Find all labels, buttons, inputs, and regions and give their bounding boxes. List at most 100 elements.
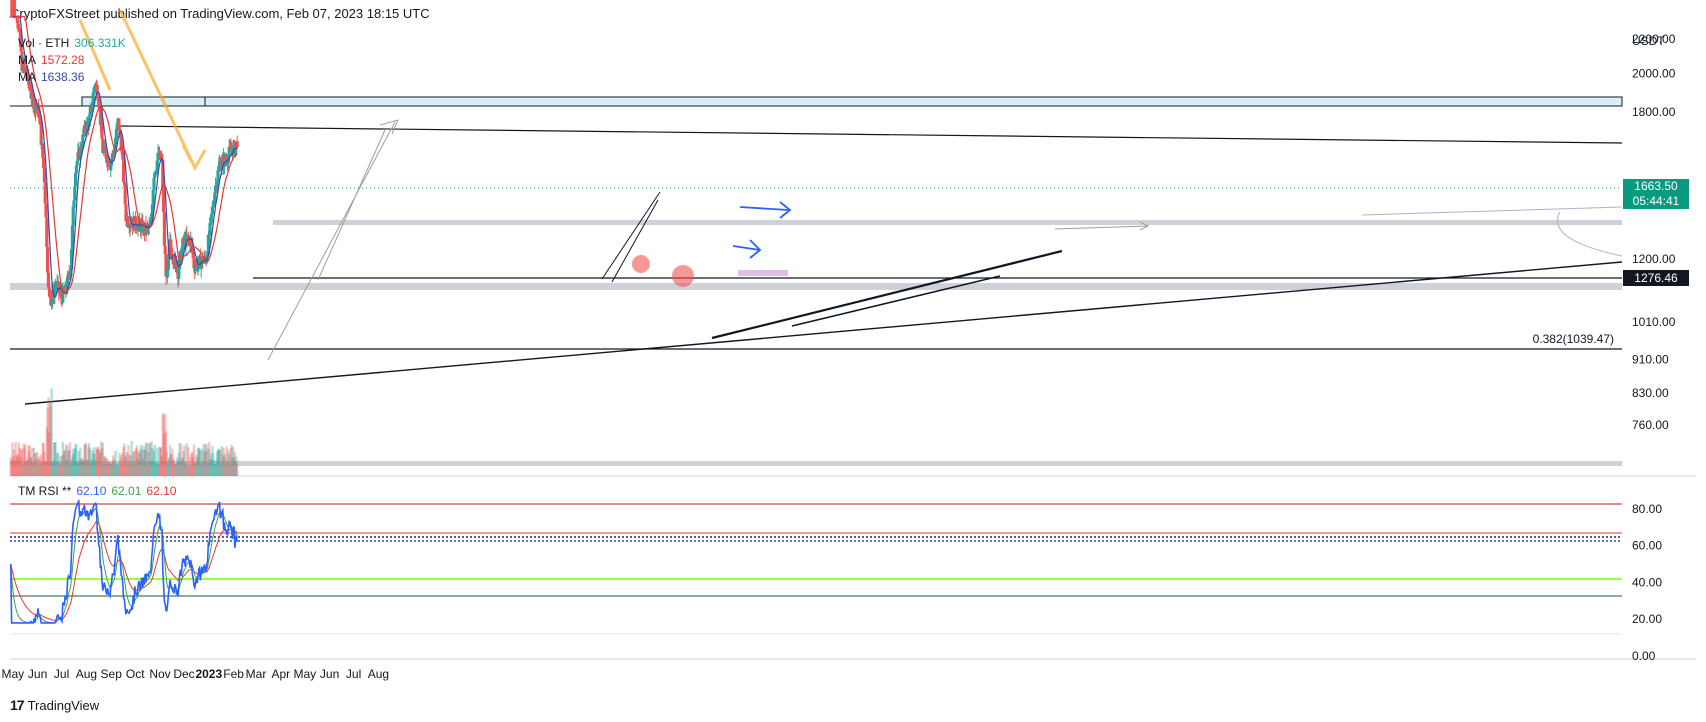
candle-body — [45, 217, 49, 248]
volume-bar — [120, 465, 124, 476]
red-marker-2 — [672, 265, 694, 287]
volume-bar — [134, 447, 137, 476]
candle-body — [212, 202, 216, 206]
candle-body — [71, 206, 75, 226]
time-tick-label: Oct — [126, 667, 145, 681]
volume-bar — [89, 462, 92, 476]
candle-body — [74, 173, 78, 187]
volume-bar — [205, 444, 208, 476]
support-zone-1500[interactable] — [273, 220, 1622, 225]
grey-curve — [1361, 206, 1623, 257]
volume-bar — [229, 448, 232, 476]
volume-bar — [121, 452, 124, 476]
footer[interactable]: 17 TradingView — [10, 697, 99, 713]
candle-body — [191, 253, 195, 259]
ma-slow-line — [14, 15, 238, 294]
time-tick-label: May — [293, 667, 316, 681]
volume-bar — [9, 457, 12, 476]
volume-bar — [132, 451, 136, 476]
ascending-trendline-micro[interactable] — [791, 275, 1001, 327]
volume-bar — [164, 414, 167, 476]
candle-body — [201, 256, 205, 264]
support-zone-1250[interactable] — [10, 283, 1622, 290]
ascending-trendline-long[interactable] — [24, 261, 1623, 405]
candle-body — [53, 289, 57, 299]
volume-bar — [159, 447, 162, 476]
volume-bar — [14, 441, 17, 476]
ascending-trendline-short[interactable] — [711, 249, 1063, 340]
volume-bar — [138, 453, 141, 476]
volume-bar — [211, 446, 214, 476]
candlesticks[interactable] — [9, 0, 239, 310]
volume-bar — [215, 460, 218, 476]
rsi-axis[interactable]: 80.00 60.00 40.00 20.00 0.00 — [1632, 502, 1662, 663]
volume-bar — [76, 463, 80, 476]
volume-bar — [41, 442, 44, 476]
candle-body — [41, 143, 45, 159]
volume-bar — [28, 445, 32, 476]
candle-body — [151, 189, 155, 205]
volume-bar — [46, 407, 49, 476]
volume-bar — [206, 463, 209, 476]
volume-bar — [176, 457, 179, 476]
rsi-legend-v2: 62.01 — [111, 484, 142, 498]
volume-bar — [37, 456, 40, 476]
candle-body — [112, 153, 116, 155]
volume-bar — [182, 451, 185, 476]
volume-bar — [108, 463, 112, 476]
candle-body — [124, 204, 128, 222]
volume-bar — [185, 443, 188, 476]
volume-bar — [75, 445, 78, 476]
time-tick-label: May — [1, 667, 24, 681]
candle-body — [46, 272, 50, 288]
candle-body — [90, 102, 94, 110]
volume-bar — [184, 462, 187, 476]
descending-trendline[interactable] — [119, 125, 1623, 144]
candle-body — [88, 112, 92, 117]
candle-body — [199, 261, 203, 270]
candle-body — [15, 16, 19, 21]
candle-body — [102, 149, 106, 153]
candle-body — [26, 68, 30, 78]
candle-body — [61, 288, 65, 303]
rsi-legend-label: TM RSI ** — [18, 484, 72, 498]
volume-bar — [119, 459, 122, 476]
volume-bar — [218, 449, 221, 476]
supply-zone[interactable] — [81, 96, 1623, 107]
volume-bar — [55, 461, 58, 476]
volume-bar — [152, 451, 156, 476]
volume-bar — [173, 464, 176, 476]
candle-body — [216, 170, 220, 181]
volume-bar — [106, 458, 109, 476]
candle-body — [54, 285, 58, 288]
volume-bar — [233, 452, 236, 476]
time-axis[interactable]: May Jun Jul Aug Sep Oct Nov Dec 2023 Feb Mar Apr May… — [1, 667, 389, 681]
volume-bar — [209, 453, 212, 476]
volume-bar — [64, 450, 67, 476]
candle-body — [95, 85, 99, 98]
volume-bar — [137, 451, 140, 476]
volume-bar — [73, 448, 76, 476]
candle-body — [150, 204, 154, 214]
volume-bar — [120, 454, 123, 476]
candle-body — [210, 207, 214, 214]
candle-body — [213, 192, 217, 203]
price-axis[interactable]: 2200.002000.001800.001400.001130.001010.… — [1632, 32, 1676, 432]
volume-bar — [232, 447, 235, 476]
volume-bar — [153, 444, 156, 476]
volume-bar — [171, 448, 174, 476]
volume-bar — [68, 450, 71, 476]
price-tick-label: 1800.00 — [1632, 105, 1676, 119]
volume-bar — [10, 460, 13, 476]
vol-legend: Vol · ETH 306.331K — [18, 36, 131, 50]
candle-body — [92, 88, 96, 93]
candle-body — [118, 129, 122, 139]
volume-bar — [18, 448, 21, 476]
volume-bar — [128, 454, 131, 476]
candle-body — [46, 247, 50, 273]
volume-bar — [32, 447, 36, 476]
volume-bar — [155, 462, 158, 476]
candle-body — [110, 153, 114, 159]
candle-body — [18, 28, 22, 32]
